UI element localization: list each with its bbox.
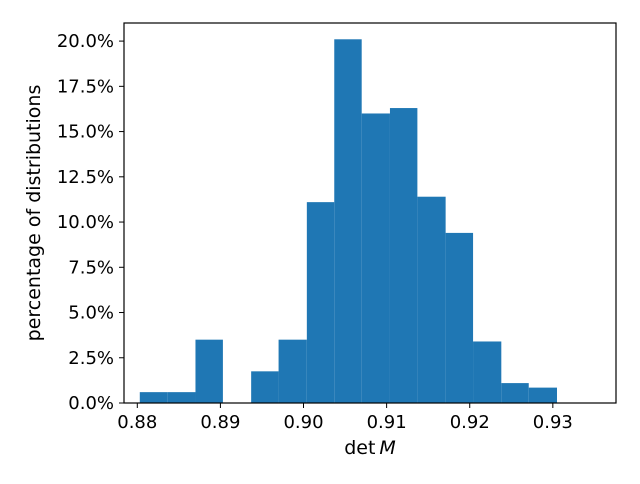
histogram-bar [195, 339, 223, 403]
x-tick-label: 0.92 [450, 412, 490, 433]
histogram-bar [445, 232, 474, 403]
y-tick-label: 20.0% [57, 31, 114, 52]
histogram-bar [167, 392, 196, 403]
y-tick-label: 12.5% [57, 167, 114, 188]
histogram-bar [417, 196, 446, 403]
x-tick-label: 0.89 [200, 412, 240, 433]
x-tick-label: 0.90 [283, 412, 323, 433]
y-tick-label: 15.0% [57, 122, 114, 143]
histogram-bar [389, 108, 418, 404]
y-tick-label: 7.5% [68, 257, 114, 278]
histogram-bar [473, 341, 502, 403]
x-axis-label: det M [344, 437, 396, 459]
axes-frame [123, 22, 617, 404]
y-axis-ticks: 0.0% 2.5% 5.0% 7.5% 10.0% 12.5% 15.0% 17.5% 20.0… [57, 31, 124, 414]
x-tick-label: 0.91 [367, 412, 407, 433]
histogram-bar [528, 387, 557, 403]
x-tick-label: 0.88 [117, 412, 157, 433]
histogram-bar [306, 202, 335, 403]
y-tick-label: 10.0% [57, 212, 114, 233]
histogram-bar [251, 371, 279, 403]
histogram-bar [501, 383, 529, 403]
histogram-bars [139, 39, 557, 404]
histogram-bar [139, 392, 168, 403]
y-tick-label: 2.5% [68, 348, 114, 369]
x-tick-label: 0.93 [533, 412, 573, 433]
histogram-bar [361, 113, 390, 403]
histogram-bar [278, 339, 307, 403]
histogram-bar [334, 39, 362, 403]
x-axis-ticks: 0.88 0.89 0.90 0.91 0.92 0.93 [117, 403, 573, 433]
y-axis-label: percentage of distributions [23, 85, 45, 342]
y-tick-label: 17.5% [57, 76, 114, 97]
y-tick-label: 0.0% [68, 393, 114, 414]
y-tick-label: 5.0% [68, 303, 114, 324]
